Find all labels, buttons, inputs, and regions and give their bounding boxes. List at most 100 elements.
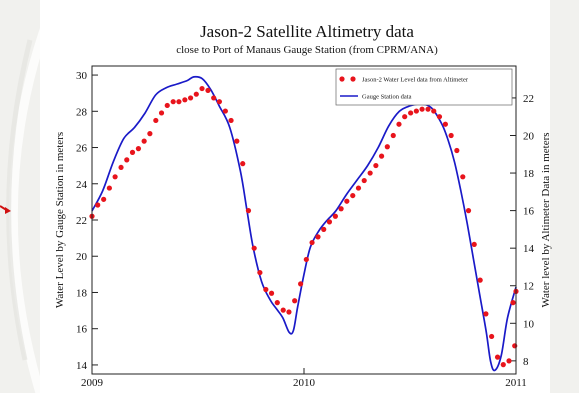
data-point-altimeter	[234, 138, 240, 144]
y-tick-label-left: 16	[76, 324, 88, 336]
data-point-altimeter	[483, 311, 489, 317]
y-tick-label-left: 18	[76, 287, 88, 299]
data-point-altimeter	[402, 114, 408, 120]
y-tick-label-right: 18	[523, 168, 535, 180]
data-point-altimeter	[510, 300, 516, 306]
data-point-altimeter	[263, 286, 269, 293]
y-tick-label-right: 8	[523, 356, 529, 368]
x-tick-label: 2009	[81, 377, 104, 389]
data-point-altimeter	[454, 147, 460, 154]
data-point-altimeter	[199, 85, 205, 92]
data-point-altimeter	[257, 269, 263, 276]
data-point-altimeter	[216, 99, 223, 105]
data-point-altimeter	[344, 198, 350, 204]
data-point-altimeter	[124, 157, 130, 163]
legend-box	[335, 68, 513, 106]
data-point-altimeter	[309, 239, 315, 246]
data-point-altimeter	[361, 177, 367, 184]
data-point-altimeter	[373, 162, 379, 169]
y-tick-label-right: 22	[523, 93, 534, 105]
data-point-altimeter	[436, 114, 443, 120]
data-point-altimeter	[141, 138, 147, 144]
y-tick-label-left: 30	[76, 70, 88, 82]
data-point-altimeter	[338, 206, 344, 212]
data-point-altimeter	[512, 343, 518, 349]
data-point-altimeter	[286, 309, 292, 315]
y-tick-label-left: 24	[76, 179, 88, 191]
y-tick-label-left: 26	[76, 143, 88, 155]
data-point-altimeter	[367, 170, 373, 176]
data-point-altimeter	[477, 277, 483, 283]
y-tick-label-right: 20	[523, 130, 535, 142]
legend-entry-altimeter: Jason-2 Water Level data from Altimeter	[362, 77, 469, 84]
y-tick-label-right: 16	[523, 206, 535, 218]
data-point-altimeter	[170, 99, 176, 105]
data-point-altimeter	[465, 208, 472, 214]
data-point-altimeter	[164, 102, 170, 109]
data-point-altimeter	[384, 144, 390, 150]
data-point-altimeter	[158, 110, 165, 116]
data-point-altimeter	[489, 333, 495, 340]
data-point-altimeter	[303, 256, 309, 263]
y-tick-label-right: 14	[523, 243, 535, 255]
legend: Jason-2 Water Level data from Altimeter …	[335, 68, 513, 106]
data-point-altimeter	[101, 196, 107, 202]
data-point-altimeter	[390, 132, 396, 139]
y-tick-label-left: 20	[76, 251, 88, 263]
legend-entry-gauge: Gauge Station data	[362, 94, 412, 101]
data-point-altimeter	[321, 226, 327, 232]
data-point-altimeter	[268, 290, 275, 296]
data-point-altimeter	[442, 121, 448, 127]
data-point-altimeter	[315, 234, 321, 240]
data-point-altimeter	[298, 281, 304, 287]
data-point-altimeter	[182, 97, 188, 103]
data-point-altimeter	[460, 174, 466, 180]
data-point-altimeter	[413, 108, 419, 114]
data-point-altimeter	[378, 153, 385, 159]
legend-marker-altimeter	[339, 76, 345, 82]
data-point-altimeter	[494, 354, 501, 360]
chart-background	[40, 0, 550, 393]
data-point-altimeter	[425, 106, 431, 112]
data-point-altimeter	[448, 132, 454, 139]
data-point-altimeter	[326, 219, 333, 225]
data-point-altimeter	[471, 241, 477, 248]
chart-subtitle: close to Port of Manaus Gauge Station (f…	[176, 44, 438, 56]
data-point-altimeter	[245, 208, 252, 214]
plot-frame	[91, 65, 517, 375]
data-point-altimeter	[129, 149, 136, 155]
data-point-altimeter	[153, 117, 159, 124]
data-point-altimeter	[506, 358, 512, 364]
y-tick-label-left: 14	[76, 360, 88, 372]
y-axis-label-left: Water Level by Gauge Station in meters	[54, 132, 66, 308]
chart-title: Jason-2 Satellite Altimetry data	[200, 22, 414, 41]
data-point-altimeter	[176, 99, 182, 105]
data-point-altimeter	[135, 146, 142, 152]
data-point-altimeter	[240, 161, 246, 167]
data-point-altimeter	[431, 108, 437, 114]
data-point-altimeter	[251, 245, 257, 251]
data-point-altimeter	[500, 362, 506, 368]
data-point-altimeter	[106, 185, 112, 191]
data-point-altimeter	[211, 95, 217, 101]
data-point-altimeter	[408, 110, 414, 116]
data-point-altimeter	[292, 298, 298, 304]
data-point-altimeter	[205, 87, 211, 94]
data-point-altimeter	[228, 117, 234, 124]
data-point-altimeter	[187, 95, 194, 101]
y-axis-label-right: Water level by Altimeter Data in meters	[540, 132, 552, 307]
data-point-altimeter	[350, 192, 356, 199]
data-point-altimeter	[95, 202, 101, 208]
y-tick-label-left: 28	[76, 106, 88, 118]
data-point-altimeter	[355, 185, 362, 191]
data-point-altimeter	[193, 91, 199, 97]
data-point-altimeter	[396, 121, 402, 127]
data-point-altimeter	[280, 307, 286, 313]
x-tick-label: 2010	[293, 377, 316, 389]
data-point-altimeter	[274, 300, 280, 306]
y-tick-label-left: 22	[76, 215, 87, 227]
data-point-altimeter	[147, 131, 153, 137]
y-tick-label-right: 10	[523, 318, 535, 330]
